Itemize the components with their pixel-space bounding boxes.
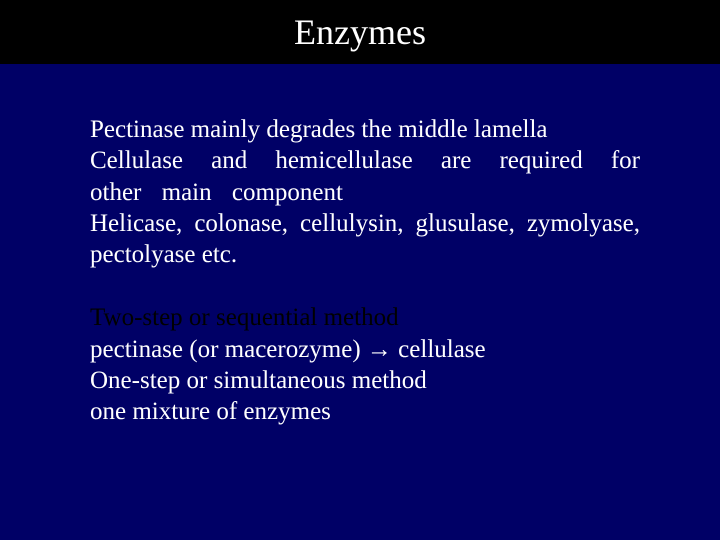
paragraph-1: Pectinase mainly degrades the middle lam… <box>90 114 640 270</box>
slide-title: Enzymes <box>294 11 426 53</box>
para2-line3: one mixture of enzymes <box>90 398 331 425</box>
para1-line1: Pectinase mainly degrades the middle lam… <box>90 116 547 143</box>
para2-heading: Two-step or sequential method <box>90 304 399 331</box>
para1-line3: Helicase, colonase, cellulysin, glusulas… <box>90 210 640 268</box>
paragraph-2: Two-step or sequential method pectinase … <box>90 302 640 427</box>
para2-line2: One-step or simultaneous method <box>90 367 427 394</box>
title-bar: Enzymes <box>0 0 720 64</box>
para2-line1: pectinase (or macerozyme) → cellulase <box>90 336 486 363</box>
para1-line2: Cellulase and hemicellulase are required… <box>90 147 640 205</box>
content-area: Pectinase mainly degrades the middle lam… <box>0 64 720 427</box>
